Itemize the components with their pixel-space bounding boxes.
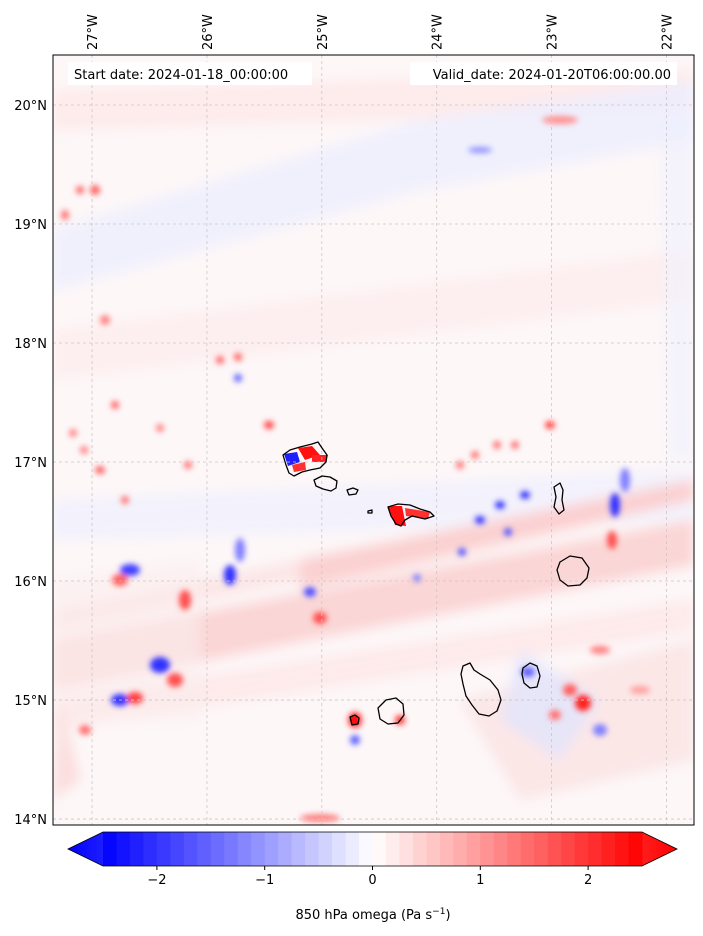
island-sao-nicolau-coastline xyxy=(387,503,435,527)
colorbar-band xyxy=(574,832,589,866)
colorbar-band xyxy=(224,832,239,866)
colorbar-band xyxy=(615,832,630,866)
omega-field xyxy=(53,55,694,825)
colorbar-band xyxy=(170,832,185,866)
colorbar-band xyxy=(426,832,441,866)
colorbar-band xyxy=(116,832,131,866)
longitude-tick-label: 27°W xyxy=(86,14,101,50)
colorbar-band xyxy=(359,832,374,866)
colorbar-band xyxy=(345,832,360,866)
colorbar-band xyxy=(210,832,225,866)
island-fogo-coastline xyxy=(377,697,405,725)
longitude-tick-label: 22°W xyxy=(660,14,675,50)
colorbar-band xyxy=(278,832,293,866)
graticule xyxy=(53,55,694,825)
island-maio-coastline xyxy=(521,662,541,689)
colorbar-band xyxy=(412,832,427,866)
latitude-tick-labels: 20°N 19°N 18°N 17°N 16°N 15°N 14°N xyxy=(14,99,47,828)
colorbar-band xyxy=(480,832,495,866)
island-edge-omega xyxy=(284,446,430,724)
start-date-box xyxy=(68,62,312,85)
colorbar-band xyxy=(439,832,454,866)
colorbar-band xyxy=(453,832,468,866)
colorbar-band xyxy=(588,832,603,866)
colorbar-band xyxy=(237,832,252,866)
colorbar-band xyxy=(493,832,508,866)
island-santo-antao-coastline xyxy=(282,441,328,477)
latitude-tick-label: 14°N xyxy=(14,813,47,828)
colorbar-band xyxy=(601,832,616,866)
longitude-tick-label: 26°W xyxy=(201,14,216,50)
latitude-tick-label: 20°N xyxy=(14,99,47,114)
colorbar-band xyxy=(547,832,562,866)
longitude-tick-label: 24°W xyxy=(431,14,446,50)
colorbar-band xyxy=(305,832,320,866)
colorbar: −2 −1 0 1 2 850 hPa omega (Pa s−1) xyxy=(67,831,678,923)
valid-date-box xyxy=(410,62,677,85)
colorbar-tick-label: −2 xyxy=(147,873,166,888)
island-sal-coastline xyxy=(553,482,565,515)
colorbar-band xyxy=(129,832,145,866)
colorbar-band xyxy=(534,832,549,866)
latitude-tick-label: 17°N xyxy=(14,456,47,471)
colorbar-tick-label: 0 xyxy=(368,873,376,888)
valid-date-label: Valid_date: 2024-01-20T06:00:00.00 xyxy=(433,68,671,83)
colorbar-band xyxy=(156,832,171,866)
colorbar-tick-label: 2 xyxy=(584,873,592,888)
colorbar-band xyxy=(103,832,118,866)
island-boa-vista-coastline xyxy=(556,555,590,587)
colorbar-band xyxy=(507,832,522,866)
latitude-tick-label: 16°N xyxy=(14,575,47,590)
colorbar-band xyxy=(561,832,576,866)
colorbar-band xyxy=(197,832,212,866)
colorbar-outline xyxy=(67,831,678,867)
colorbar-band xyxy=(520,832,535,866)
colorbar-band xyxy=(264,832,279,866)
colorbar-band xyxy=(251,832,266,866)
colorbar-tick-label: −1 xyxy=(255,873,274,888)
colorbar-tick-label: 1 xyxy=(476,873,484,888)
colorbar-band xyxy=(628,832,643,866)
colorbar-label-end: ) xyxy=(445,908,450,923)
start-date-label: Start date: 2024-01-18_00:00:00 xyxy=(74,68,288,83)
colorbar-band xyxy=(332,832,347,866)
colorbar-label-main: 850 hPa omega (Pa s xyxy=(295,908,432,923)
coastlines xyxy=(282,441,590,726)
omega-bands xyxy=(53,70,694,800)
colorbar-ticks: −2 −1 0 1 2 xyxy=(147,866,592,888)
island-sao-vicente-coastline xyxy=(313,475,338,492)
colorbar-label-sup: −1 xyxy=(432,907,445,917)
island-branco-coastline xyxy=(367,509,373,514)
colorbar-band xyxy=(466,832,481,866)
omega-cells xyxy=(61,116,650,822)
longitude-tick-label: 23°W xyxy=(546,14,561,50)
longitude-tick-label: 25°W xyxy=(316,14,331,50)
latitude-tick-label: 18°N xyxy=(14,337,47,352)
latitude-tick-label: 19°N xyxy=(14,218,47,233)
colorbar-bands xyxy=(103,832,643,866)
colorbar-band xyxy=(143,832,158,866)
colorbar-band xyxy=(385,832,401,866)
island-santa-luzia-coastline xyxy=(346,487,359,496)
island-santiago-coastline xyxy=(460,662,502,717)
colorbar-label: 850 hPa omega (Pa s−1) xyxy=(295,907,450,923)
latitude-tick-label: 15°N xyxy=(14,694,47,709)
colorbar-band xyxy=(183,832,198,866)
colorbar-band xyxy=(372,832,387,866)
map-frame xyxy=(52,54,695,826)
map-axes: Start date: 2024-01-18_00:00:00 Valid_da… xyxy=(14,14,695,828)
island-brava-coastline xyxy=(349,714,360,726)
colorbar-band xyxy=(318,832,333,866)
colorbar-band xyxy=(399,832,414,866)
colorbar-band xyxy=(291,832,306,866)
longitude-tick-labels: 27°W 26°W 25°W 24°W 23°W 22°W xyxy=(86,14,675,50)
